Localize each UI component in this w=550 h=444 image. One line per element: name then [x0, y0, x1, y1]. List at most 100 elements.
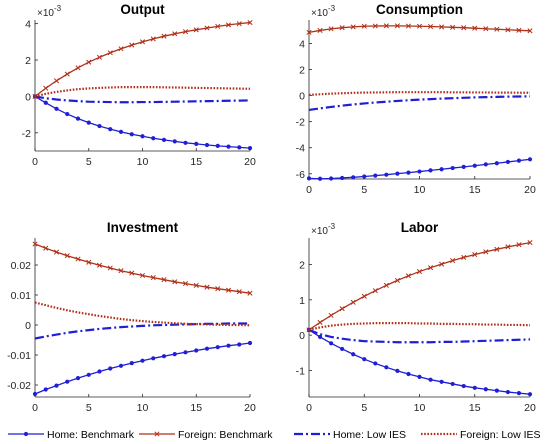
data-point [161, 137, 167, 143]
data-point [194, 348, 199, 353]
data-point [226, 343, 231, 348]
series-home_bench [32, 94, 253, 151]
data-point [225, 287, 232, 293]
data-point [373, 173, 378, 178]
data-point [172, 279, 178, 285]
series-line [34, 322, 250, 340]
series-home_bench [306, 327, 533, 397]
data-point [32, 241, 38, 247]
y-tick-label: 4 [25, 19, 31, 31]
data-point [505, 244, 511, 250]
data-point [505, 27, 511, 33]
data-point [461, 383, 466, 389]
legend-entry-foreign_low: Foreign: Low IES [421, 429, 541, 441]
data-point [247, 290, 253, 296]
x-tick-label: 0 [306, 402, 312, 414]
data-point [340, 175, 345, 181]
data-point [225, 22, 232, 28]
legend-entry-foreign_bench: Foreign: Benchmark [139, 429, 273, 441]
data-point [204, 142, 210, 148]
data-point [129, 42, 135, 48]
data-point [247, 145, 253, 151]
legend-entry-home_bench: Home: Benchmark [8, 429, 135, 441]
y-tick-label: -2 [296, 117, 305, 129]
data-point [317, 176, 323, 181]
data-point [505, 389, 510, 395]
x-tick-label: 5 [86, 402, 92, 414]
data-point [395, 368, 400, 373]
data-point [494, 388, 499, 393]
x-tick-label: 10 [137, 402, 149, 414]
data-point [118, 46, 124, 52]
data-point [247, 340, 253, 346]
series-line [34, 243, 251, 294]
data-point [351, 175, 356, 180]
data-point [394, 23, 400, 29]
data-point [527, 392, 533, 397]
data-point [329, 176, 334, 181]
x-tick-label: 5 [361, 184, 367, 196]
x-tick-label: 0 [32, 156, 38, 168]
data-point [361, 23, 367, 29]
data-point [43, 245, 49, 251]
data-point [32, 391, 38, 397]
data-point [417, 374, 422, 379]
y-tick-label: 2 [299, 65, 305, 77]
series-line [34, 86, 251, 98]
data-point [516, 27, 522, 33]
series-line [308, 241, 531, 331]
x-tick-label: 10 [414, 402, 426, 414]
data-point [204, 25, 210, 31]
data-point [75, 65, 81, 71]
chart-panel-0: 0 5 10 15 20 -2 0 2 4 ×10-3 Output [22, 2, 256, 168]
series-line [308, 91, 530, 97]
y-tick-label: 0 [25, 320, 31, 332]
series-line [308, 328, 531, 344]
data-point [215, 286, 221, 292]
data-point [75, 256, 81, 262]
data-point [317, 27, 323, 33]
series-foreign_low [308, 322, 531, 331]
data-point [306, 29, 312, 35]
data-point [86, 259, 92, 265]
data-point [450, 258, 456, 264]
series-home_low [308, 328, 531, 344]
data-point [86, 120, 91, 125]
data-point [108, 127, 113, 132]
data-point [340, 346, 345, 352]
data-point [129, 361, 134, 366]
data-point [483, 249, 489, 255]
y-tick-label: 1 [299, 295, 305, 307]
data-point [161, 33, 167, 39]
data-point [527, 28, 533, 34]
series-line [34, 95, 251, 104]
y-tick-label: -1 [296, 366, 305, 378]
data-point [43, 100, 48, 105]
y-tick-label: 0 [299, 91, 305, 103]
data-point [428, 168, 433, 173]
data-point [54, 106, 59, 111]
y-tick-label: 0.01 [11, 290, 32, 302]
data-point [494, 246, 500, 252]
data-point [372, 288, 378, 294]
data-point [53, 78, 60, 84]
data-point [527, 157, 533, 162]
data-point [151, 356, 156, 361]
data-point [439, 167, 444, 172]
data-point [64, 71, 70, 77]
data-point [350, 24, 356, 30]
legend-label: Foreign: Benchmark [178, 429, 273, 441]
data-point [317, 334, 323, 340]
data-point [215, 345, 220, 350]
series-foreign_bench [32, 19, 253, 99]
y-tick-label: -0.02 [7, 380, 31, 392]
series-line [308, 322, 531, 331]
data-point [86, 372, 91, 377]
data-point [236, 289, 242, 295]
data-point [96, 54, 103, 60]
data-point [237, 145, 242, 150]
data-point [384, 172, 389, 177]
data-point [472, 252, 478, 258]
x-tick-label: 5 [86, 156, 92, 168]
